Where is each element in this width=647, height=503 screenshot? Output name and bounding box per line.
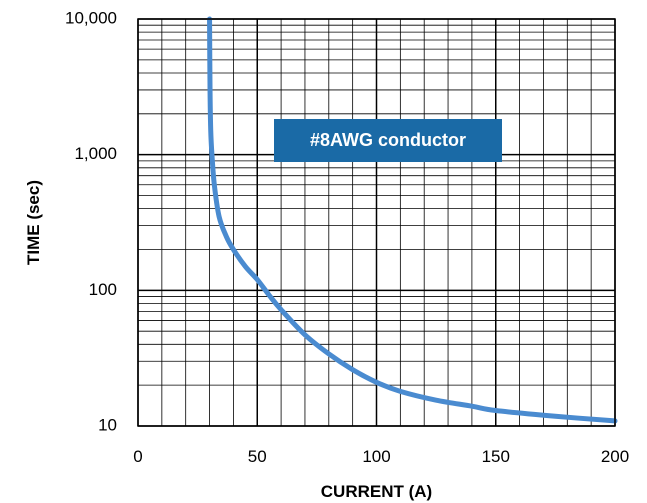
x-tick-label: 150: [482, 447, 510, 466]
x-tick-label: 0: [133, 447, 142, 466]
x-tick-label: 100: [362, 447, 390, 466]
annotation-label: #8AWG conductor: [310, 130, 466, 150]
x-tick-label: 200: [601, 447, 629, 466]
series-line-0: [207, 16, 618, 424]
plot-frame: [137, 18, 616, 427]
y-tick-label: 10: [98, 415, 117, 434]
x-tick-label: 50: [248, 447, 267, 466]
annotation-box: #8AWG conductor: [274, 119, 502, 162]
y-axis-title: TIME (sec): [24, 180, 43, 265]
tick-labels: 0 50 100 150 200 10 100 1,000 10,000: [65, 8, 629, 466]
series: [207, 16, 618, 424]
y-tick-label: 1,000: [74, 144, 117, 163]
y-tick-label: 100: [89, 280, 117, 299]
annotation-background: [274, 119, 502, 162]
x-axis-title: CURRENT (A): [321, 482, 432, 501]
y-tick-label: 10,000: [65, 8, 117, 27]
